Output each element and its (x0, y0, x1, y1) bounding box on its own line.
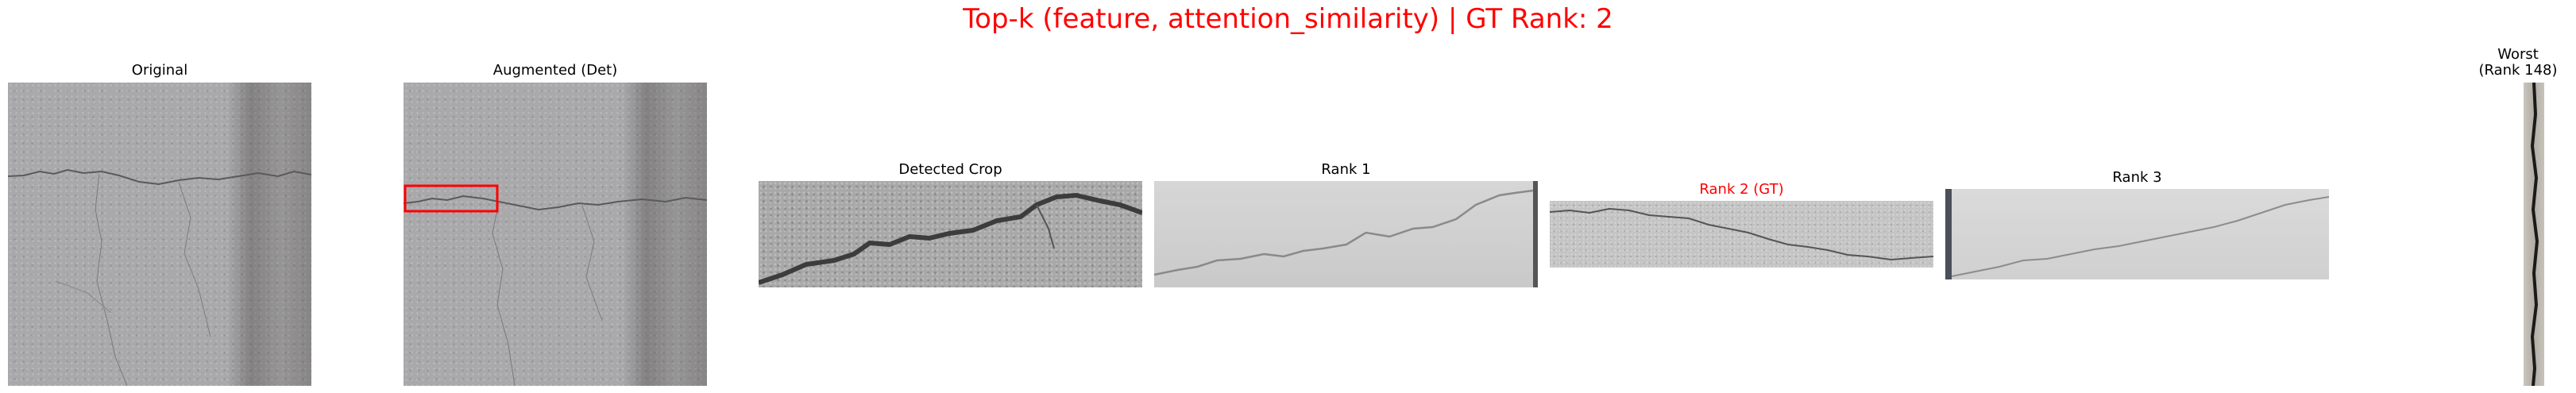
panel-worst: Worst (Rank 148) (2478, 46, 2558, 387)
detection-box (404, 184, 499, 213)
panel-rank3: Rank 3 (1945, 169, 2329, 280)
crack-worst (2530, 83, 2539, 386)
crack-rank2 (1550, 207, 1933, 261)
panel-augmented: Augmented (Det) (404, 62, 707, 387)
panel-rank1: Rank 1 (1154, 161, 1538, 288)
detected-crop-image (759, 181, 1142, 287)
panel-label-worst-line1: Worst (2497, 46, 2539, 63)
crack-lines-augmented (404, 184, 707, 386)
crack-rank1 (1154, 189, 1533, 276)
crack-lines (8, 168, 311, 386)
panel-label-rank1: Rank 1 (1321, 161, 1371, 178)
panel-label-worst-line2: (Rank 148) (2478, 62, 2558, 79)
worst-image (2524, 83, 2544, 386)
panel-original: Original (8, 62, 311, 387)
rank2-image (1550, 201, 1933, 268)
rank1-image (1154, 181, 1538, 287)
panel-label-detected-crop: Detected Crop (898, 161, 1002, 178)
panel-label-augmented: Augmented (Det) (492, 62, 618, 79)
panel-label-rank3: Rank 3 (2112, 169, 2162, 186)
panel-rank2: Rank 2 (GT) (1550, 181, 1933, 268)
augmented-image (404, 83, 707, 386)
crack-rank3 (1952, 196, 2329, 277)
figure-title: Top-k (feature, attention_similarity) | … (963, 3, 1613, 35)
panel-label-rank2: Rank 2 (GT) (1699, 181, 1784, 198)
rank3-image (1945, 189, 2329, 279)
crack-detected (759, 193, 1142, 285)
panel-label-original: Original (131, 62, 188, 79)
original-image (8, 83, 311, 386)
panel-detected-crop: Detected Crop (759, 161, 1142, 288)
